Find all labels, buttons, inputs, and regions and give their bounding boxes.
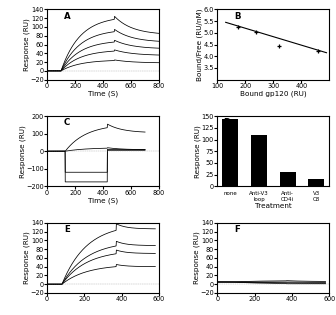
X-axis label: Time (S): Time (S) bbox=[88, 197, 118, 204]
Text: E: E bbox=[64, 225, 70, 234]
Text: C: C bbox=[64, 118, 70, 127]
Bar bbox=[222, 119, 238, 186]
X-axis label: Time (S): Time (S) bbox=[88, 90, 118, 97]
Y-axis label: Bound/Free (RU/nM): Bound/Free (RU/nM) bbox=[197, 8, 203, 81]
Bar bbox=[280, 172, 295, 186]
Y-axis label: Response (RU): Response (RU) bbox=[19, 125, 26, 178]
Bar bbox=[251, 135, 267, 186]
Y-axis label: Response (RU): Response (RU) bbox=[195, 125, 202, 178]
Y-axis label: Response (RU): Response (RU) bbox=[24, 232, 30, 284]
X-axis label: Treatment: Treatment bbox=[255, 203, 292, 209]
Bar bbox=[308, 179, 324, 186]
Text: B: B bbox=[234, 12, 241, 20]
X-axis label: Bound gp120 (RU): Bound gp120 (RU) bbox=[240, 90, 306, 97]
Text: D: D bbox=[223, 118, 230, 127]
Text: A: A bbox=[64, 12, 71, 20]
Y-axis label: Response (RU): Response (RU) bbox=[194, 232, 200, 284]
Y-axis label: Response (RU): Response (RU) bbox=[24, 18, 30, 71]
Text: F: F bbox=[234, 225, 240, 234]
